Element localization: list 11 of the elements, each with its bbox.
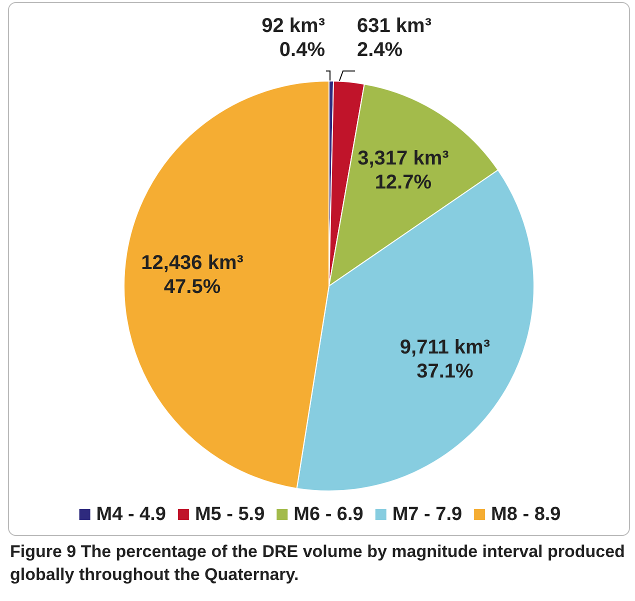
legend-label: M7 - 7.9	[392, 504, 462, 525]
data-label: 631 km³ 2.4%	[357, 15, 432, 61]
data-label: 3,317 km³ 12.7%	[358, 148, 450, 194]
legend-label: M5 - 5.9	[194, 504, 265, 525]
data-label: 12,436 km³ 47.5%	[141, 252, 244, 298]
legend-label: M8 - 8.9	[491, 504, 561, 525]
caption: Figure 9 The percentage of the DRE volume by magnitude interval produced globally throughout the Quaternary.	[10, 541, 625, 586]
legend-label: M4 - 4.9	[96, 504, 166, 525]
legend-label: M6 - 6.9	[294, 504, 364, 525]
data-label: 9,711 km³ 37.1%	[400, 336, 490, 382]
data-label: 92 km³ 0.4%	[262, 15, 326, 61]
